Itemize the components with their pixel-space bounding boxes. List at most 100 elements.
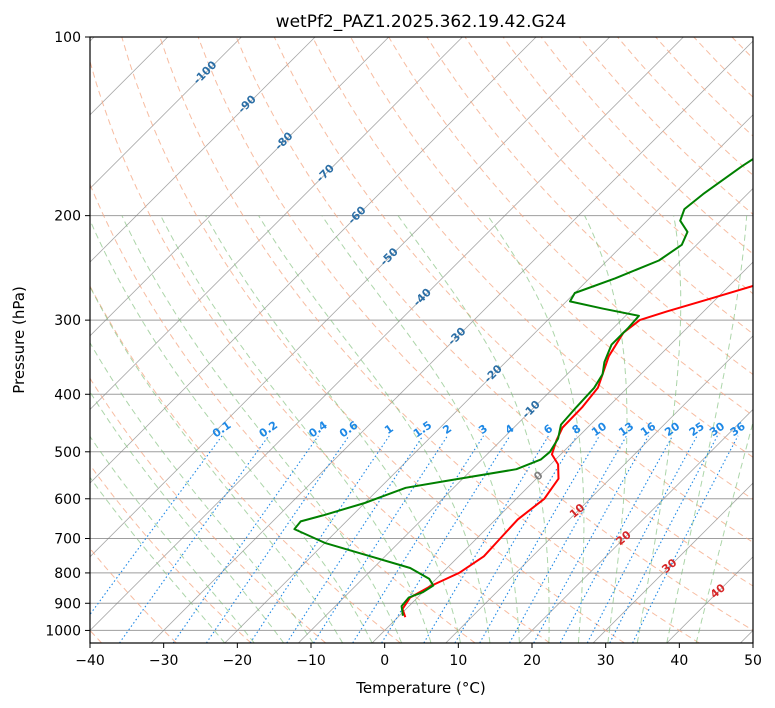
y-axis: 100 200 300 400 500 600 700 800 900 1000 xyxy=(45,30,90,639)
x-tick-label: 30 xyxy=(597,653,615,669)
moist-adiabat-line xyxy=(90,341,314,643)
mixing-ratio-line xyxy=(90,435,223,616)
dry-adiabat-label: -20 xyxy=(482,362,505,385)
moist-adiabat-line xyxy=(584,215,628,643)
chart-title: wetPf2_PAZ1.2025.362.19.42.G24 xyxy=(276,12,567,32)
moist-adiabat-line xyxy=(90,435,255,643)
dry-adiabat-label: -100 xyxy=(191,58,220,87)
dry-adiabat-line xyxy=(464,37,753,335)
dewpoint-profile-line xyxy=(293,157,753,616)
isotherm-line xyxy=(150,40,753,643)
dry-adiabat-line xyxy=(273,37,753,543)
isotherm-line xyxy=(224,114,753,643)
dry-adiabat-line xyxy=(502,37,753,295)
dry-adiabat-line xyxy=(197,37,753,631)
mixing-ratio-line xyxy=(381,435,511,643)
mixing-ratio-label: 4 xyxy=(503,422,517,437)
dry-adiabat-line xyxy=(121,37,625,643)
mixing-ratio-line xyxy=(586,435,698,643)
x-tick-label: −30 xyxy=(149,653,179,669)
temperature-profile-line xyxy=(401,284,753,618)
mixing-ratio-label: 0.4 xyxy=(306,418,330,440)
x-tick-label: −20 xyxy=(223,653,253,669)
isotherm-line xyxy=(90,37,390,337)
y-tick-label: 400 xyxy=(54,387,81,403)
moist-adiabat-line xyxy=(321,215,520,643)
isotherm-line xyxy=(371,261,753,643)
x-tick-label: −10 xyxy=(296,653,326,669)
dry-adiabat-line xyxy=(350,37,753,458)
mixing-ratio-line xyxy=(559,435,674,643)
x-tick-label: −40 xyxy=(75,653,105,669)
mixing-ratio-line xyxy=(352,435,484,643)
dry-adiabat-label: -30 xyxy=(445,325,468,348)
isotherm-line xyxy=(90,37,316,263)
isotherm-line xyxy=(592,482,753,643)
mixing-ratio-label: 20 xyxy=(662,420,682,440)
x-tick-label: 50 xyxy=(744,653,762,669)
dry-adiabat-line xyxy=(770,37,775,643)
mixing-ratio-label: 1 xyxy=(382,422,396,437)
mixing-ratio-label: 8 xyxy=(570,422,584,437)
isotherm-line xyxy=(519,408,753,643)
mixing-ratio-line xyxy=(423,435,549,643)
y-tick-label: 800 xyxy=(54,566,81,582)
plot-frame xyxy=(89,36,754,644)
dry-adiabat-label: -10 xyxy=(520,398,543,421)
isotherm-line xyxy=(740,629,753,643)
mixing-ratio-line xyxy=(313,435,448,643)
mixing-ratio-line xyxy=(205,435,350,643)
mixing-ratio-label: 16 xyxy=(638,420,658,440)
series-layer xyxy=(293,157,753,618)
moist-adiabat-line xyxy=(90,218,373,643)
y-tick-label: 500 xyxy=(54,445,81,461)
dry-adiabat-label: -50 xyxy=(378,245,401,268)
y-tick-label: 200 xyxy=(54,209,81,225)
x-axis: −40 −30 −20 −10 0 10 20 30 40 50 xyxy=(75,643,762,669)
dry-adiabat-label: -60 xyxy=(345,203,368,226)
isotherm-line xyxy=(90,37,611,558)
moist-adiabat-line xyxy=(121,215,403,643)
dry-adiabat-line xyxy=(235,37,753,587)
y-tick-label: 700 xyxy=(54,532,81,548)
dry-adiabat-label: -40 xyxy=(411,285,434,308)
isotherm-line xyxy=(90,37,242,189)
dry-adiabat-line xyxy=(90,285,401,643)
x-tick-label: 0 xyxy=(380,653,389,669)
isotherm-line xyxy=(666,556,753,643)
mixing-ratio-label: 2 xyxy=(440,422,454,437)
y-tick-label: 600 xyxy=(54,492,81,508)
y-tick-label: 1000 xyxy=(45,623,81,639)
dry-adiabat-line xyxy=(90,59,551,643)
mixing-ratio-label: 0.1 xyxy=(210,419,233,441)
x-tick-label: 20 xyxy=(523,653,541,669)
dry-adiabat-line xyxy=(90,377,327,643)
dry-adiabat-line xyxy=(693,37,753,98)
dry-adiabat-line xyxy=(312,37,753,501)
moist-adiabat-line xyxy=(666,215,748,643)
isotherm-line xyxy=(90,37,537,484)
dry-adiabat-line xyxy=(90,183,476,643)
mixing-ratio-line xyxy=(249,435,390,643)
moist-adiabat-line xyxy=(90,391,285,643)
background-lines xyxy=(90,37,775,643)
x-tick-label: 10 xyxy=(449,653,467,669)
dry-adiabat-line xyxy=(617,37,753,176)
moist-adiabat-line xyxy=(160,215,432,643)
mixing-ratio-label: 3 xyxy=(476,422,490,437)
x-tick-label: 40 xyxy=(670,653,688,669)
dry-adiabat-line xyxy=(90,464,252,643)
dry-adiabat-label: -90 xyxy=(235,92,258,115)
isotherm-line xyxy=(90,37,684,631)
dry-adiabat-label: -70 xyxy=(314,162,337,185)
moist-adiabat-line xyxy=(90,285,344,643)
moist-adiabat-line xyxy=(397,215,550,643)
isotherm-line xyxy=(90,37,463,410)
moist-adiabat-line xyxy=(636,215,682,643)
x-axis-title: Temperature (°C) xyxy=(355,679,485,697)
mixing-ratio-line xyxy=(609,435,718,643)
mixing-ratio-label: 30 xyxy=(707,420,727,440)
y-axis-title: Pressure (hPa) xyxy=(10,286,28,394)
